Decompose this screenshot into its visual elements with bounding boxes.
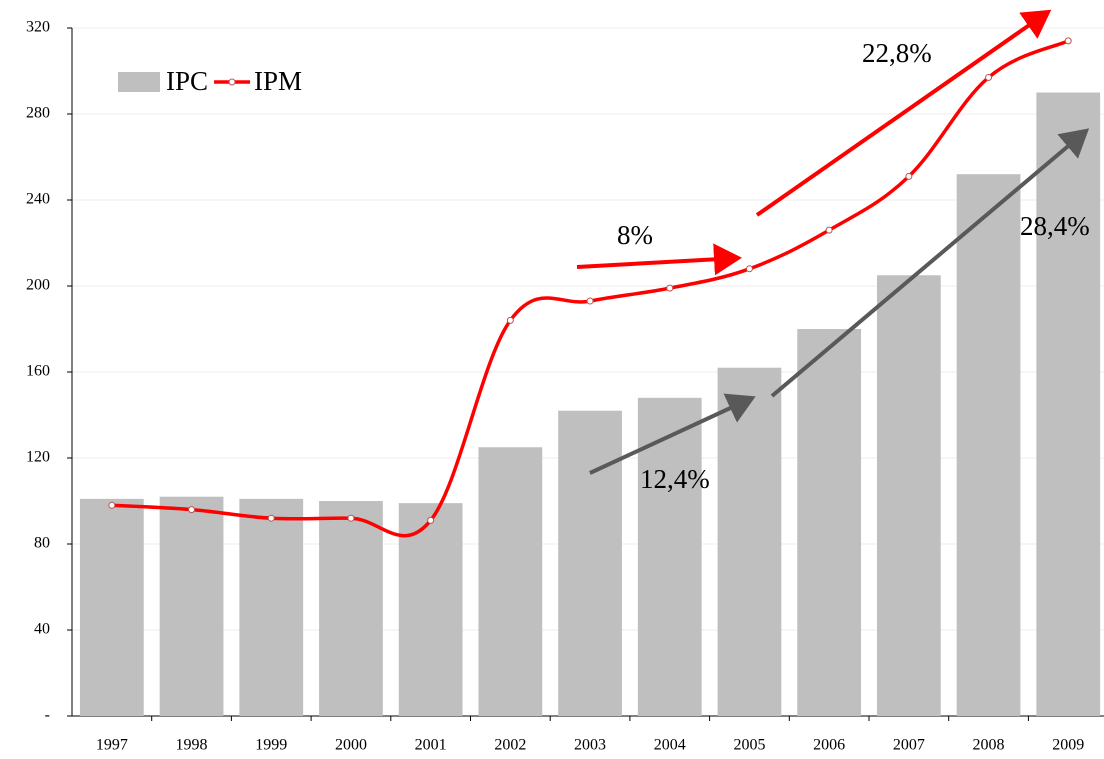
arrow [770, 128, 1090, 398]
arrow [589, 393, 756, 475]
x-tick-label: 1999 [255, 737, 287, 754]
legend-label: IPM [254, 66, 302, 96]
bar [558, 410, 622, 716]
annotation: 12,4% [640, 464, 710, 494]
annotation: 28,4% [1020, 211, 1090, 241]
y-tick-label: 200 [26, 277, 50, 294]
legend-marker [228, 78, 236, 86]
legend-label: IPC [166, 66, 208, 96]
y-tick-label: 280 [26, 105, 50, 122]
line-marker [267, 514, 275, 522]
line-marker [905, 172, 913, 180]
y-tick-label: 320 [26, 19, 50, 36]
x-tick-label: 1997 [96, 737, 128, 754]
foreground: IPC IPM 8% 22,8% 12,4% 28,4% [108, 37, 1090, 538]
line-marker [825, 226, 833, 234]
x-tick-label: 2003 [574, 737, 606, 754]
bar [797, 329, 862, 716]
arrows [576, 9, 1090, 475]
y-tick-label: 40 [34, 621, 50, 638]
y-tick-label: 160 [26, 363, 50, 380]
x-tick-label: 2009 [1052, 737, 1084, 754]
bar [159, 496, 224, 716]
bar [1036, 92, 1101, 716]
line-marker [188, 506, 196, 514]
bar [478, 447, 543, 716]
x-tick-label: 2007 [893, 737, 925, 754]
legend-swatch [118, 72, 160, 92]
bar [79, 498, 144, 716]
x-tick-label: 2002 [494, 737, 526, 754]
bar [637, 397, 702, 716]
x-tick-label: 2000 [335, 737, 367, 754]
annotation: 22,8% [862, 38, 932, 68]
bar [876, 275, 941, 716]
x-tick-label: 2005 [733, 737, 765, 754]
y-tick-label: 120 [26, 449, 50, 466]
arrow [755, 9, 1052, 217]
y-tick-label: 240 [26, 191, 50, 208]
line-marker [108, 501, 116, 509]
line-marker [427, 516, 435, 524]
line-marker [745, 265, 753, 273]
x-tick-label: 2006 [813, 737, 845, 754]
x-tick-label: 2001 [415, 737, 447, 754]
x-tick-label: 2008 [973, 737, 1005, 754]
arrow [576, 243, 742, 276]
line-marker [586, 297, 594, 305]
bar [319, 501, 383, 716]
y-tick-label: 80 [34, 535, 50, 552]
line-marker [347, 514, 355, 522]
bar [239, 498, 304, 716]
line-marker [1064, 37, 1072, 45]
bar [398, 503, 463, 716]
bar [717, 367, 782, 716]
bar [956, 174, 1021, 716]
y-tick-label: - [45, 707, 50, 724]
x-tick-label: 1998 [176, 737, 208, 754]
line-marker [666, 284, 674, 292]
x-tick-label: 2004 [654, 737, 686, 754]
annotation: 8% [617, 220, 653, 250]
line-marker [985, 73, 993, 81]
line-marker [506, 316, 514, 324]
bars [79, 92, 1101, 716]
